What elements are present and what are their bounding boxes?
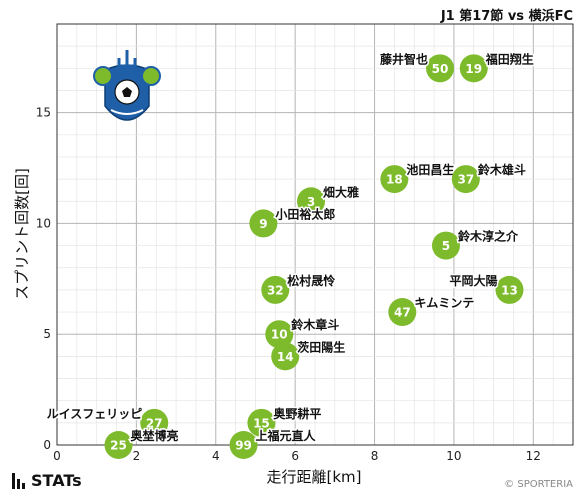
- match-title: J1 第17節 vs 横浜FC: [440, 9, 573, 24]
- tick-labels: 0 2 4 6 8 10 12 0 5 10 15: [36, 106, 541, 463]
- player-name: 鈴木章斗: [291, 317, 339, 332]
- player-name: 上福元直人: [256, 428, 317, 443]
- player-number: 50: [432, 62, 449, 76]
- x-tick-label: 4: [212, 449, 220, 463]
- player-point: 25 奥埜博亮: [104, 427, 180, 459]
- player-name: キムミンテ: [414, 296, 474, 310]
- player-point: 99 上福元直人: [229, 427, 318, 459]
- player-name: 畑大雅: [323, 184, 359, 199]
- player-bubble: [297, 187, 326, 216]
- x-tick-label: 10: [446, 449, 461, 463]
- player-number: 15: [253, 416, 270, 430]
- crest-wave-right: [141, 66, 161, 86]
- y-tick-label: 0: [43, 438, 51, 452]
- player-bubble: [229, 431, 258, 459]
- player-bubble: [249, 209, 278, 238]
- copyright: © SPORTERIA: [504, 479, 573, 490]
- crest-ball-patch: [122, 87, 132, 97]
- player-number: 3: [307, 195, 315, 209]
- y-tick-label: 15: [36, 106, 51, 120]
- crest-wave-left: [93, 66, 113, 86]
- player-name: 藤井智也: [379, 51, 428, 66]
- y-axis-label: スプリント回数[回]: [13, 168, 31, 300]
- player-number: 19: [465, 62, 482, 76]
- player-name: 鈴木淳之介: [458, 229, 519, 244]
- player-number: 18: [386, 173, 403, 187]
- player-bubble: [451, 165, 480, 194]
- player-point: 50 藤井智也: [378, 50, 455, 83]
- stats-brand-label: STATs: [31, 471, 82, 490]
- stats-brand: STATs: [12, 471, 82, 490]
- player-point: 13 平岡大陽: [448, 271, 524, 304]
- player-point: 5 鈴木淳之介: [431, 227, 520, 260]
- player-name: ルイスフェリッピ: [47, 407, 143, 421]
- x-tick-label: 2: [133, 449, 141, 463]
- player-bubble: [388, 298, 417, 327]
- player-name: 奥埜博亮: [131, 428, 179, 443]
- player-bubble: [104, 431, 133, 459]
- player-bubble: [431, 231, 460, 260]
- player-name: 平岡大陽: [449, 273, 497, 288]
- player-number: 99: [235, 439, 252, 453]
- player-name: 福田翔生: [485, 51, 534, 66]
- player-number: 27: [146, 416, 163, 430]
- player-number: 32: [267, 283, 284, 297]
- player-number: 37: [457, 173, 474, 187]
- player-number: 13: [501, 283, 518, 297]
- data-points: 50藤井智也19福田翔生18池田昌生37鈴木雄斗3畑大雅9小田裕太郎5鈴木淳之介…: [45, 50, 535, 459]
- player-number: 10: [271, 328, 288, 342]
- plot-frame: [56, 23, 574, 446]
- player-bubble: [247, 408, 276, 437]
- player-bubble: [261, 275, 290, 304]
- x-tick-label: 0: [53, 449, 61, 463]
- y-tick-label: 10: [36, 216, 51, 230]
- player-name: 松村晟怜: [287, 273, 335, 288]
- x-tick-label: 6: [291, 449, 299, 463]
- x-tick-label: 12: [526, 449, 541, 463]
- stats-bars-icon: [12, 472, 25, 489]
- player-point: 3 畑大雅: [297, 183, 361, 216]
- player-bubble: [426, 54, 455, 83]
- player-number: 9: [259, 217, 267, 231]
- player-bubble: [140, 408, 169, 437]
- player-name: 池田昌生: [406, 162, 454, 177]
- y-tick-label: 5: [43, 327, 51, 341]
- player-bubble: [265, 320, 294, 349]
- team-crest-logo: [93, 50, 161, 121]
- player-bubble: [459, 54, 488, 83]
- player-point: 9 小田裕太郎: [249, 205, 337, 238]
- player-bubble: [495, 275, 524, 304]
- player-name: 小田裕太郎: [275, 206, 335, 221]
- player-bubble: [271, 342, 300, 371]
- player-number: 47: [394, 306, 411, 320]
- player-name: 鈴木雄斗: [478, 162, 526, 177]
- x-tick-label: 8: [371, 449, 379, 463]
- player-name: 茨田陽生: [297, 339, 345, 354]
- player-number: 25: [110, 439, 127, 453]
- player-name: 奥野耕平: [273, 406, 321, 421]
- x-axis-label: 走行距離[km]: [266, 468, 361, 486]
- axes: [56, 23, 574, 446]
- crest-trident: [117, 50, 137, 74]
- crest-wave-line: [110, 109, 144, 115]
- player-number: 14: [277, 350, 294, 364]
- player-bubble: [380, 165, 409, 194]
- player-point: 37 鈴木雄斗: [451, 161, 527, 194]
- player-number: 5: [442, 239, 450, 253]
